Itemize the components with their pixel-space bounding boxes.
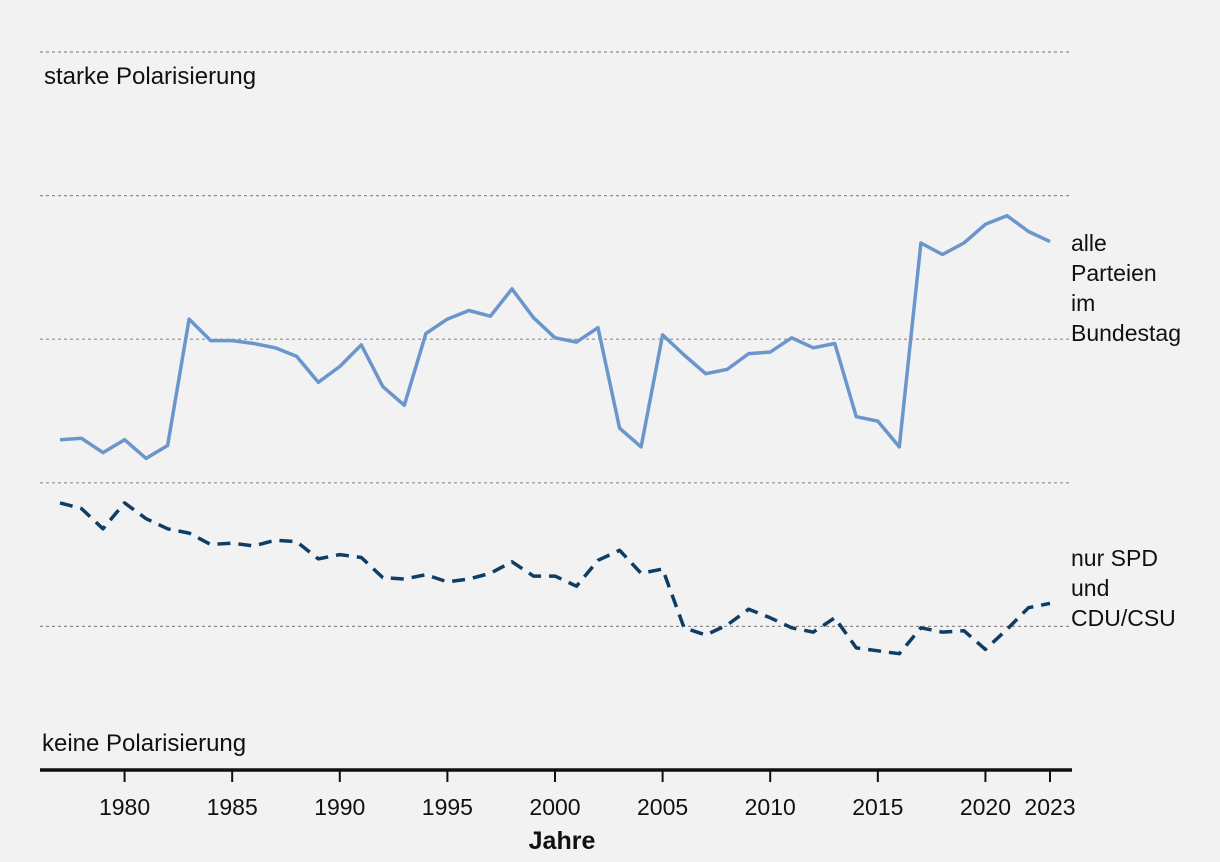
x-tick-label: 2000 [529,794,580,820]
x-tick-label: 2005 [637,794,688,820]
series-label-1: alle Parteien im Bundestag [1071,230,1181,346]
series-line-2 [59,501,1051,656]
x-tick-label: 2015 [852,794,903,820]
series-label-2: nur SPD und CDU/CSU [1071,545,1176,631]
x-axis-title: Jahre [529,827,596,855]
series-line-1 [59,213,1051,461]
x-tick-label: 1990 [314,794,365,820]
series-label-line: Bundestag [1071,320,1181,346]
series-label-line: und [1071,575,1109,601]
series-label-line: Parteien [1071,260,1157,286]
series-label-line: CDU/CSU [1071,605,1176,631]
x-tick-label: 2023 [1024,794,1075,820]
series-label-line: nur SPD [1071,545,1158,571]
x-axis-ticks: 1980 1985 1990 1995 2000 2005 2010 2015 2020 2023 [99,770,1076,820]
x-tick-label: 2010 [745,794,796,820]
x-tick-label: 1995 [422,794,473,820]
series-label-line: alle [1071,230,1107,256]
x-tick-label: 1985 [207,794,258,820]
series-labels: alle Parteien im Bundestag nur SPD und CDU/CSU [1071,230,1181,631]
top-label: starke Polarisierung [44,63,256,90]
x-tick-label: 1980 [99,794,150,820]
series-label-line: im [1071,290,1095,316]
gridlines [40,51,1070,628]
series-lines [59,213,1051,656]
x-tick-label: 2020 [960,794,1011,820]
bottom-label: keine Polarisierung [42,730,246,757]
